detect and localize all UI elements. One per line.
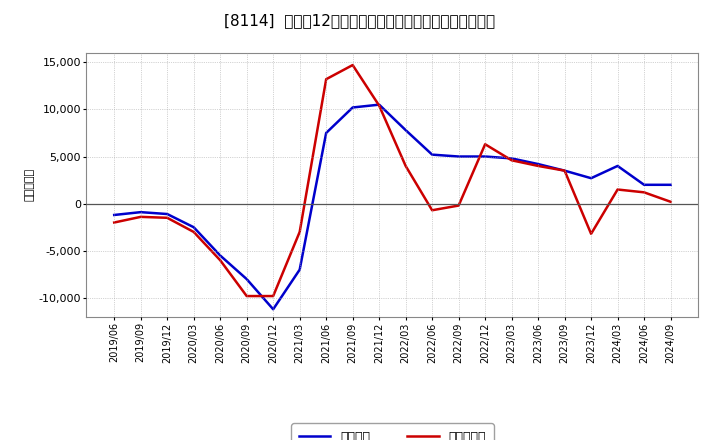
経常利益 xyxy=(401,128,410,133)
Line: 当期純利益: 当期純利益 xyxy=(114,65,670,296)
当期純利益 xyxy=(295,229,304,235)
経常利益 xyxy=(613,163,622,169)
経常利益 xyxy=(481,154,490,159)
経常利益 xyxy=(269,307,277,312)
当期純利益 xyxy=(640,190,649,195)
経常利益 xyxy=(428,152,436,157)
当期純利益 xyxy=(401,163,410,169)
経常利益 xyxy=(454,154,463,159)
経常利益 xyxy=(322,130,330,136)
経常利益 xyxy=(243,276,251,282)
当期純利益 xyxy=(189,229,198,235)
当期純利益 xyxy=(269,293,277,299)
当期純利益 xyxy=(110,220,119,225)
当期純利益 xyxy=(243,293,251,299)
経常利益 xyxy=(163,211,171,216)
当期純利益 xyxy=(613,187,622,192)
経常利益 xyxy=(508,156,516,161)
経常利益 xyxy=(216,253,225,258)
経常利益 xyxy=(295,267,304,272)
経常利益 xyxy=(587,176,595,181)
経常利益 xyxy=(560,168,569,173)
当期純利益 xyxy=(454,203,463,208)
Text: [8114]  利益だ12か月移動合計の対前年同期増減額の推移: [8114] 利益だ12か月移動合計の対前年同期増減額の推移 xyxy=(225,13,495,28)
当期純利益 xyxy=(136,214,145,220)
当期純利益 xyxy=(508,158,516,163)
Line: 経常利益: 経常利益 xyxy=(114,105,670,309)
当期純利益 xyxy=(163,215,171,220)
経常利益 xyxy=(666,182,675,187)
経常利益 xyxy=(136,209,145,215)
経常利益 xyxy=(375,102,384,107)
経常利益 xyxy=(189,224,198,230)
当期純利益 xyxy=(481,142,490,147)
当期純利益 xyxy=(348,62,357,68)
Y-axis label: （百万円）: （百万円） xyxy=(24,168,34,202)
当期純利益 xyxy=(428,208,436,213)
Legend: 経常利益, 当期純利益: 経常利益, 当期純利益 xyxy=(291,423,494,440)
経常利益 xyxy=(348,105,357,110)
経常利益 xyxy=(534,161,542,167)
当期純利益 xyxy=(560,168,569,173)
当期純利益 xyxy=(375,103,384,108)
経常利益 xyxy=(110,213,119,218)
当期純利益 xyxy=(534,163,542,169)
当期純利益 xyxy=(216,257,225,263)
当期純利益 xyxy=(666,199,675,205)
当期純利益 xyxy=(322,77,330,82)
経常利益 xyxy=(640,182,649,187)
当期純利益 xyxy=(587,231,595,236)
